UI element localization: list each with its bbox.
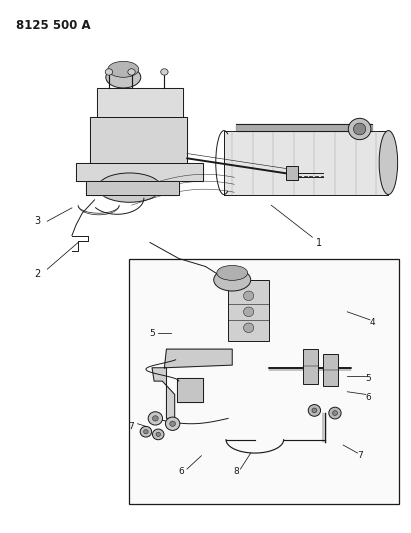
Ellipse shape — [214, 269, 251, 291]
Text: 1: 1 — [316, 238, 321, 247]
Polygon shape — [177, 378, 203, 402]
Polygon shape — [97, 88, 183, 117]
Ellipse shape — [244, 307, 254, 317]
Ellipse shape — [161, 69, 168, 75]
Ellipse shape — [244, 291, 254, 301]
Ellipse shape — [140, 426, 152, 437]
Bar — [286, 166, 298, 180]
Ellipse shape — [165, 417, 180, 431]
Ellipse shape — [353, 123, 366, 135]
Ellipse shape — [329, 407, 341, 419]
Ellipse shape — [156, 432, 160, 437]
Bar — [228, 280, 269, 341]
Text: 7: 7 — [357, 451, 363, 460]
Text: 7: 7 — [129, 422, 134, 431]
Ellipse shape — [106, 67, 141, 88]
Ellipse shape — [332, 410, 337, 416]
Text: 3: 3 — [34, 216, 40, 226]
Ellipse shape — [152, 429, 164, 440]
Text: 2: 2 — [34, 270, 40, 279]
Ellipse shape — [217, 265, 247, 280]
Text: 8125 500 A: 8125 500 A — [16, 19, 91, 31]
Ellipse shape — [152, 416, 158, 421]
Polygon shape — [76, 163, 203, 181]
Polygon shape — [86, 181, 179, 195]
Polygon shape — [90, 117, 187, 163]
Ellipse shape — [105, 69, 113, 75]
Ellipse shape — [98, 173, 161, 203]
Ellipse shape — [244, 323, 254, 333]
Text: 8: 8 — [233, 467, 239, 476]
Ellipse shape — [308, 405, 321, 416]
Ellipse shape — [312, 408, 317, 413]
Bar — [323, 354, 338, 386]
Text: 5: 5 — [365, 374, 371, 383]
Text: 6: 6 — [178, 467, 184, 476]
Text: 4: 4 — [369, 318, 375, 327]
Bar — [303, 349, 318, 384]
Ellipse shape — [128, 69, 135, 75]
Text: 6: 6 — [365, 393, 371, 401]
Ellipse shape — [143, 430, 148, 434]
Polygon shape — [224, 131, 388, 195]
Ellipse shape — [148, 411, 163, 425]
Bar — [129, 259, 399, 504]
Ellipse shape — [348, 118, 371, 140]
Ellipse shape — [170, 421, 175, 426]
Ellipse shape — [108, 61, 139, 77]
Polygon shape — [152, 368, 175, 418]
Ellipse shape — [379, 131, 397, 195]
Polygon shape — [164, 349, 232, 368]
Text: 5: 5 — [149, 329, 155, 337]
